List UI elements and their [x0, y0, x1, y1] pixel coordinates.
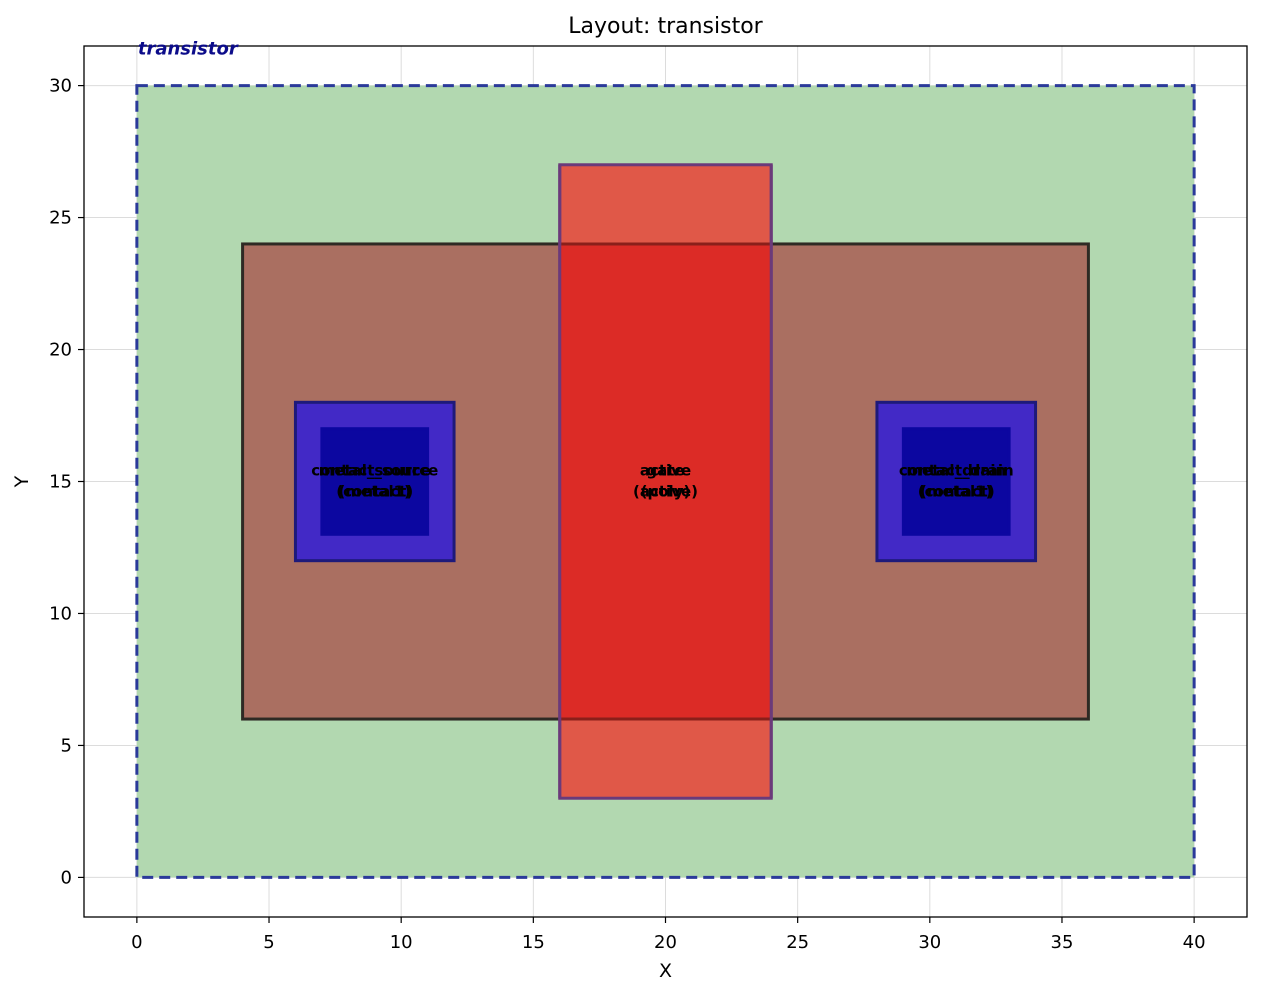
x-tick-label: 10 — [390, 932, 413, 953]
y-tick-label: 0 — [61, 867, 72, 888]
x-tick-label: 5 — [263, 932, 274, 953]
shape-label: contact_drain (contact) — [899, 462, 1014, 501]
y-tick-label: 15 — [49, 472, 72, 493]
shape-label: gate (poly) — [641, 462, 691, 501]
shape-label: contact_source (contact) — [311, 462, 438, 501]
contact-source-shape — [320, 427, 430, 536]
gate-active-overlap — [559, 243, 772, 720]
x-axis-label: X — [659, 960, 672, 982]
y-tick-label: 20 — [49, 340, 72, 361]
x-tick-label: 30 — [918, 932, 941, 953]
y-tick-label: 10 — [49, 603, 72, 624]
x-tick-label: 15 — [522, 932, 545, 953]
x-tick-label: 0 — [131, 932, 142, 953]
x-tick-label: 25 — [786, 932, 809, 953]
axis-ticks: 0 5 10 15 20 25 30 35 40 0 5 10 15 20 25 30 — [49, 76, 1205, 953]
x-tick-label: 35 — [1051, 932, 1074, 953]
x-tick-label: 20 — [654, 932, 677, 953]
y-tick-label: 25 — [49, 208, 72, 229]
cell-name-label: transistor — [138, 39, 239, 60]
y-tick-label: 5 — [61, 735, 72, 756]
shape-label: metal_source (metal1) — [319, 462, 431, 501]
contact-drain-shape — [901, 427, 1011, 536]
chart-title: Layout: transistor — [568, 14, 763, 39]
y-tick-label: 30 — [49, 76, 72, 97]
x-tick-label: 40 — [1183, 932, 1206, 953]
shapes-layer — [241, 163, 1090, 800]
shape-label: metal_drain (metal1) — [906, 462, 1006, 501]
shape-label: active (active) — [633, 462, 698, 501]
shape-labels-layer: contact_source (contact)metal_source (meta… — [311, 462, 1013, 501]
y-axis-label: Y — [11, 475, 33, 488]
